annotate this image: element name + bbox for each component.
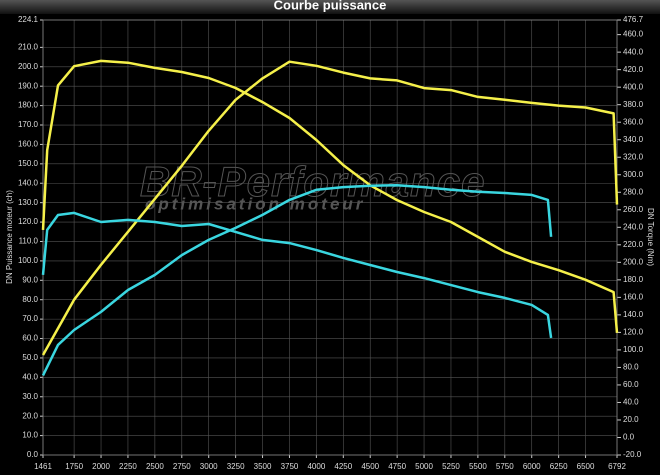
x-tick-label: 6500	[577, 462, 595, 471]
y2-tick-label: 240.0	[623, 222, 644, 231]
y2-axis-label: DN Torque (Nm)	[646, 208, 655, 266]
y2-tick-label: -20.0	[623, 450, 642, 459]
y2-tick-label: 0.0	[623, 433, 635, 442]
y2-tick-label: 160.0	[623, 292, 644, 301]
y-tick-label: 170.0	[18, 120, 39, 129]
x-tick-label: 5750	[496, 462, 514, 471]
chart-title: Courbe puissance	[274, 0, 387, 12]
y-tick-label: 30.0	[22, 392, 38, 401]
y2-tick-label: 300.0	[623, 170, 644, 179]
y-tick-label: 60.0	[22, 334, 38, 343]
y-tick-label: 120.0	[18, 217, 39, 226]
y2-tick-label: 20.0	[623, 415, 639, 424]
x-tick-label: 5250	[442, 462, 460, 471]
y2-tick-label: 420.0	[623, 65, 644, 74]
x-tick-label: 4000	[307, 462, 325, 471]
y2-tick-label: 476.7	[623, 15, 644, 24]
x-tick-label: 5000	[415, 462, 433, 471]
x-tick-label: 2750	[173, 462, 191, 471]
y2-tick-label: 120.0	[623, 328, 644, 337]
y2-tick-label: 80.0	[623, 363, 639, 372]
x-tick-label: 4500	[361, 462, 379, 471]
y2-tick-label: 100.0	[623, 345, 644, 354]
y-tick-label: 0.0	[27, 450, 39, 459]
y-tick-label: 210.0	[18, 42, 39, 51]
y2-tick-label: 140.0	[623, 310, 644, 319]
x-tick-label: 1750	[65, 462, 83, 471]
y2-tick-label: 280.0	[623, 187, 644, 196]
y-tick-label: 200.0	[18, 62, 39, 71]
watermark-logo: BR-Performance	[140, 158, 485, 205]
x-tick-label: 2250	[119, 462, 137, 471]
x-tick-label: 6250	[550, 462, 568, 471]
y2-tick-label: 260.0	[623, 205, 644, 214]
y2-tick-label: 460.0	[623, 30, 644, 39]
watermark-slogan: optimisation moteur	[145, 194, 365, 213]
y-tick-label: 190.0	[18, 81, 39, 90]
plot-frame	[42, 19, 618, 456]
x-tick-label: 4250	[334, 462, 352, 471]
x-tick-label: 2000	[92, 462, 110, 471]
y-axis-label: DN Puissance moteur (ch)	[5, 190, 14, 284]
y-tick-label: 90.0	[22, 275, 38, 284]
y-tick-label: 50.0	[22, 353, 38, 362]
y-tick-label: 224.1	[18, 15, 39, 24]
y2-tick-label: 200.0	[623, 257, 644, 266]
y2-tick-label: 220.0	[623, 240, 644, 249]
x-tick-label: 1461	[34, 462, 52, 471]
y2-tick-label: 40.0	[623, 398, 639, 407]
y-tick-label: 130.0	[18, 198, 39, 207]
y-tick-label: 100.0	[18, 256, 39, 265]
y-tick-label: 40.0	[22, 372, 38, 381]
line-series	[41, 211, 553, 339]
line-series	[41, 59, 619, 334]
y-tick-label: 180.0	[18, 101, 39, 110]
y2-tick-label: 440.0	[623, 47, 644, 56]
line-series	[41, 183, 553, 376]
y-tick-label: 70.0	[22, 314, 38, 323]
x-tick-label: 3750	[281, 462, 299, 471]
x-tick-label: 3500	[254, 462, 272, 471]
y-tick-label: 150.0	[18, 159, 39, 168]
y2-tick-label: 180.0	[623, 275, 644, 284]
y-tick-label: 140.0	[18, 178, 39, 187]
y2-tick-label: 320.0	[623, 152, 644, 161]
x-tick-label: 3250	[227, 462, 245, 471]
x-tick-label: 2500	[146, 462, 164, 471]
y-tick-label: 110.0	[19, 237, 39, 246]
y-tick-label: 80.0	[22, 295, 38, 304]
y2-tick-label: 60.0	[623, 380, 639, 389]
y-tick-label: 10.0	[22, 431, 38, 440]
y-tick-label: 160.0	[18, 140, 39, 149]
line-series	[41, 60, 619, 356]
x-tick-label: 5500	[469, 462, 487, 471]
y2-tick-label: 340.0	[623, 135, 644, 144]
y2-tick-label: 360.0	[623, 117, 644, 126]
y2-tick-label: 400.0	[623, 82, 644, 91]
x-tick-label: 6000	[523, 462, 541, 471]
x-tick-label: 4750	[388, 462, 406, 471]
y2-tick-label: 380.0	[623, 100, 644, 109]
y-tick-label: 20.0	[22, 411, 38, 420]
title-bar	[0, 0, 660, 14]
x-tick-label: 6792	[608, 462, 626, 471]
x-tick-label: 3000	[200, 462, 218, 471]
